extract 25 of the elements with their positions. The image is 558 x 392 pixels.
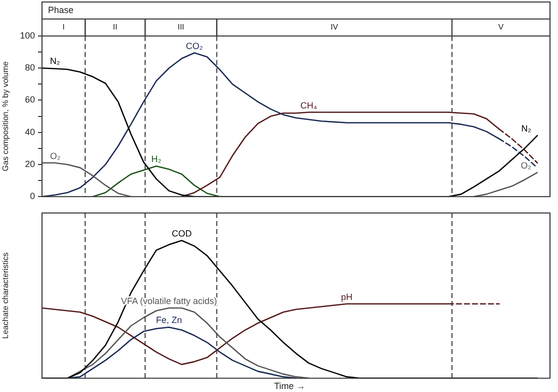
series-label: H₂ — [151, 154, 162, 164]
series-label: Fe, Zn — [156, 315, 182, 326]
y-axis-title: Leachate characteristics — [1, 252, 10, 339]
chart-title: Phase — [48, 4, 74, 15]
y-tick-label: 0 — [30, 191, 35, 202]
y-axis-title: Gas composition, % by volume — [1, 60, 10, 172]
text: N₂ — [521, 124, 532, 134]
y-tick-label: 100 — [20, 30, 35, 40]
series-label: N₂ — [50, 56, 60, 66]
text: V — [498, 22, 504, 32]
series-label: pH — [341, 292, 353, 302]
series-label: O₂ — [50, 150, 61, 161]
y-tick-label: 40 — [24, 126, 35, 137]
text: O₂ — [520, 160, 532, 170]
y-tick-label: 60 — [24, 94, 35, 105]
text: II — [112, 22, 118, 32]
text: III — [178, 22, 184, 32]
text: I — [62, 22, 65, 32]
y-tick-label: 80 — [24, 62, 35, 73]
text: IV — [330, 22, 339, 32]
series-label: COD — [172, 228, 192, 239]
series-label: CO₂ — [186, 40, 204, 51]
series-label: CH₄ — [300, 100, 318, 110]
x-axis-title: Time → — [274, 381, 306, 392]
y-tick-label: 20 — [24, 158, 35, 169]
